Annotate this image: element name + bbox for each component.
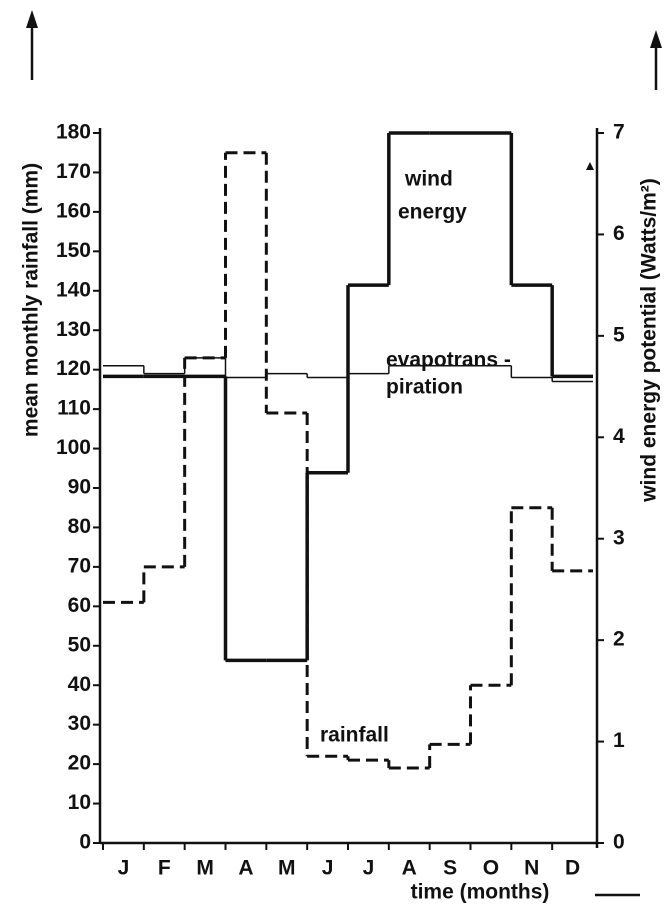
y-tick-label: 110 xyxy=(57,397,91,420)
y2-tick-label: 0 xyxy=(613,831,625,854)
y-tick-label: 130 xyxy=(56,318,91,341)
y-tick-label: 20 xyxy=(68,752,91,775)
x-tick-label: D xyxy=(565,857,580,880)
x-tick-label: N xyxy=(524,857,539,880)
y-tick-label: 120 xyxy=(56,357,91,380)
y2-tick-label: 2 xyxy=(613,628,625,651)
y-tick-label: 40 xyxy=(68,673,91,696)
x-tick-label: J xyxy=(322,857,334,880)
x-tick-label: S xyxy=(443,857,457,880)
x-tick-label: J xyxy=(363,857,375,880)
y2-tick-label: 5 xyxy=(613,323,625,346)
x-tick-label: O xyxy=(483,857,499,880)
arrow-head xyxy=(650,30,662,48)
annotation: wind xyxy=(404,168,453,191)
y-tick-label: 140 xyxy=(56,278,91,301)
y-tick-label: 0 xyxy=(79,831,91,854)
y2-tick-label: 1 xyxy=(613,729,625,752)
y-tick-label: 50 xyxy=(68,633,91,656)
y2-tick-label: 4 xyxy=(613,425,625,448)
y-tick-label: 180 xyxy=(56,121,91,144)
y2-axis-label: wind energy potential (Watts/m²) xyxy=(638,178,661,503)
y-tick-label: 30 xyxy=(68,712,91,735)
x-tick-label: J xyxy=(118,857,130,880)
y-tick-label: 100 xyxy=(56,436,91,459)
y-tick-label: 160 xyxy=(56,199,91,222)
y2-tick-label: 7 xyxy=(613,121,625,144)
y-tick-label: 90 xyxy=(68,476,91,499)
y-tick-label: 10 xyxy=(68,791,91,814)
x-tick-label: M xyxy=(278,857,296,880)
y-tick-label: 60 xyxy=(68,594,91,617)
y2-tick-label: 3 xyxy=(613,526,625,549)
y-tick-label: 150 xyxy=(56,239,91,262)
y-tick-label: 80 xyxy=(68,515,91,538)
marker xyxy=(586,162,594,170)
annotation: piration xyxy=(386,376,463,399)
x-axis-label: time (months) xyxy=(411,881,550,904)
arrow-head xyxy=(26,10,38,28)
x-tick-label: M xyxy=(196,857,214,880)
y2-tick-label: 6 xyxy=(613,222,625,245)
y-tick-label: 70 xyxy=(68,554,91,577)
annotation: energy xyxy=(398,201,467,224)
annotation: rainfall xyxy=(320,724,389,747)
y-tick-label: 170 xyxy=(56,160,91,183)
x-tick-label: A xyxy=(238,857,253,880)
x-tick-label: F xyxy=(158,857,171,880)
y-axis-label: mean monthly rainfall (mm) xyxy=(20,163,43,437)
annotation: evapotrans - xyxy=(386,349,511,372)
x-tick-label: A xyxy=(402,857,417,880)
